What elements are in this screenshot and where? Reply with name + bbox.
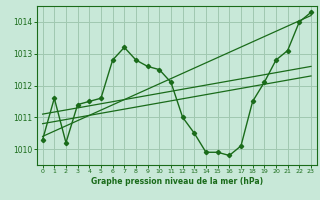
X-axis label: Graphe pression niveau de la mer (hPa): Graphe pression niveau de la mer (hPa) (91, 177, 263, 186)
